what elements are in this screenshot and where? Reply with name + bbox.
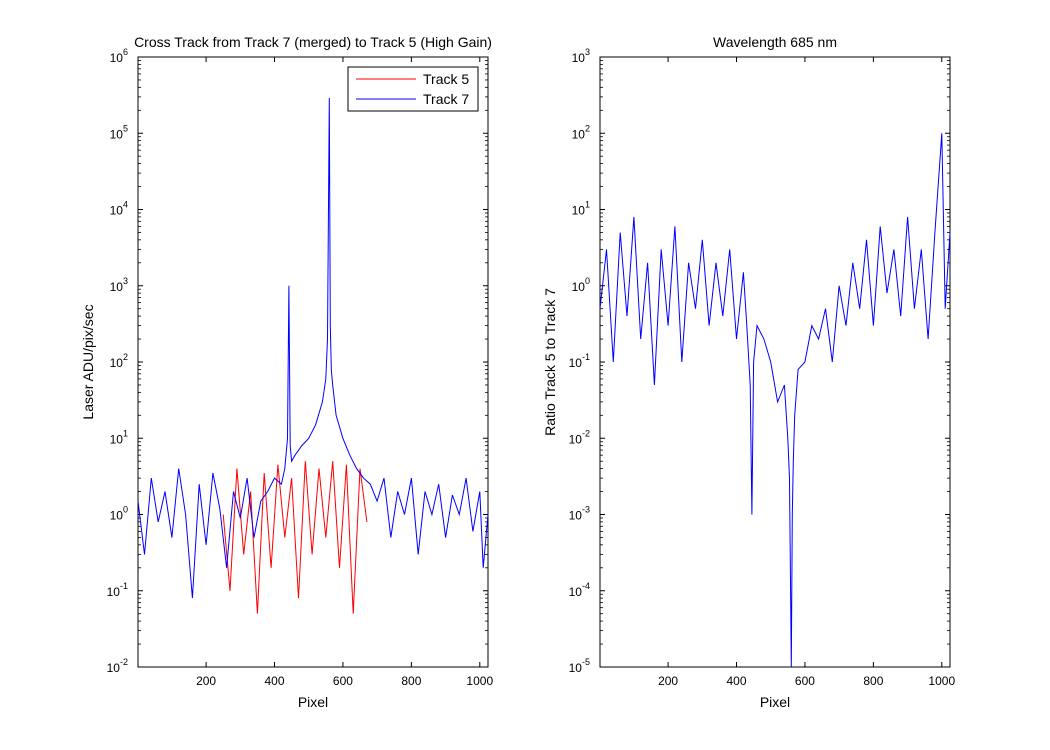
left-chart-panel: 200 400 600 800 100010-210-11001011021031041…: [80, 34, 493, 710]
right-y-tick-base: 10: [572, 51, 586, 65]
legend-box: [347, 66, 479, 112]
left-y-tick-label: 10-1: [107, 581, 128, 599]
left-y-tick-label: 106: [110, 47, 128, 65]
left-plot-area: [137, 56, 489, 668]
left-y-tick-base: 10: [110, 432, 124, 446]
right-plot-area: [599, 56, 951, 668]
left-x-tick-label: 800: [401, 674, 421, 688]
left-series-track-5-line: [222, 461, 368, 614]
right-y-tick-base: 10: [572, 127, 586, 141]
left-y-tick-exponent: -2: [120, 657, 128, 667]
left-series-track-7-line: [137, 97, 489, 599]
left-y-tick-exponent: 3: [123, 276, 128, 286]
right-chart-panel: 200 400 600 800 100010-510-410-310-210-11001…: [542, 34, 955, 710]
left-axis-ticks: 200 400 600 800 100010-210-11001011021031041…: [107, 47, 494, 688]
left-x-tick-label: 600: [333, 674, 353, 688]
left-y-tick-exponent: -1: [120, 581, 128, 591]
left-y-tick-base: 10: [110, 51, 124, 65]
right-y-tick-exponent: -5: [582, 657, 590, 667]
left-y-tick-base: 10: [110, 204, 124, 218]
left-y-tick-label: 103: [110, 276, 128, 294]
right-y-tick-label: 10-5: [569, 657, 590, 675]
left-series-layer: [137, 97, 489, 614]
right-x-tick-label: 800: [863, 674, 883, 688]
right-y-tick-base: 10: [569, 509, 583, 523]
right-y-tick-exponent: -1: [582, 352, 590, 362]
right-series-layer: [599, 133, 951, 668]
legend-label-track-5: Track 5: [423, 71, 469, 87]
right-chart-title: Wavelength 685 nm: [713, 34, 837, 50]
legend-label-track-7: Track 7: [423, 91, 469, 107]
left-y-tick-base: 10: [107, 661, 121, 675]
left-y-tick-base: 10: [110, 509, 124, 523]
left-y-tick-label: 10-2: [107, 657, 128, 675]
left-x-tick-label: 200: [196, 674, 216, 688]
right-y-tick-base: 10: [569, 661, 583, 675]
right-y-tick-base: 10: [572, 204, 586, 218]
right-y-tick-base: 10: [572, 280, 586, 294]
right-axis-ticks: 200 400 600 800 100010-510-410-310-210-11001…: [569, 47, 956, 688]
right-y-tick-label: 101: [572, 200, 590, 218]
left-x-tick-label: 1000: [466, 674, 493, 688]
right-y-tick-label: 10-3: [569, 505, 590, 523]
left-y-tick-base: 10: [110, 280, 124, 294]
right-y-tick-exponent: -2: [582, 428, 590, 438]
right-series-ratio-line: [599, 133, 951, 668]
right-y-tick-base: 10: [569, 585, 583, 599]
right-y-tick-exponent: 2: [585, 123, 590, 133]
left-y-tick-base: 10: [110, 127, 124, 141]
left-y-tick-label: 102: [110, 352, 128, 370]
right-y-tick-label: 10-2: [569, 428, 590, 446]
left-y-tick-exponent: 4: [123, 200, 128, 210]
left-y-tick-label: 100: [110, 505, 128, 523]
right-y-tick-base: 10: [569, 432, 583, 446]
left-chart-title: Cross Track from Track 7 (merged) to Tra…: [134, 34, 492, 50]
left-y-tick-label: 101: [110, 428, 128, 446]
right-y-tick-exponent: 0: [585, 276, 590, 286]
right-x-tick-label: 200: [658, 674, 678, 688]
left-y-tick-base: 10: [107, 585, 121, 599]
left-y-axis-label: Laser ADU/pix/sec: [80, 304, 96, 419]
right-y-tick-exponent: -3: [582, 505, 590, 515]
right-x-tick-label: 600: [795, 674, 815, 688]
left-x-axis-label: Pixel: [298, 694, 328, 710]
right-y-tick-label: 100: [572, 276, 590, 294]
left-y-tick-label: 104: [110, 200, 128, 218]
right-x-axis-label: Pixel: [760, 694, 790, 710]
right-y-tick-exponent: 1: [585, 200, 590, 210]
left-legend: Track 5 Track 7: [347, 66, 479, 112]
right-y-tick-base: 10: [569, 356, 583, 370]
left-y-tick-base: 10: [110, 356, 124, 370]
left-x-tick-label: 400: [264, 674, 284, 688]
right-y-tick-label: 102: [572, 123, 590, 141]
right-x-tick-label: 1000: [928, 674, 955, 688]
left-y-tick-label: 105: [110, 123, 128, 141]
left-y-tick-exponent: 5: [123, 123, 128, 133]
left-y-tick-exponent: 0: [123, 505, 128, 515]
left-y-tick-exponent: 1: [123, 428, 128, 438]
right-y-axis-label: Ratio Track 5 to Track 7: [542, 288, 558, 436]
left-y-tick-exponent: 2: [123, 352, 128, 362]
right-y-tick-exponent: 3: [585, 47, 590, 57]
right-y-tick-label: 103: [572, 47, 590, 65]
right-y-tick-exponent: -4: [582, 581, 590, 591]
right-x-tick-label: 400: [726, 674, 746, 688]
right-y-tick-label: 10-1: [569, 352, 590, 370]
left-y-tick-exponent: 6: [123, 47, 128, 57]
right-y-tick-label: 10-4: [569, 581, 590, 599]
